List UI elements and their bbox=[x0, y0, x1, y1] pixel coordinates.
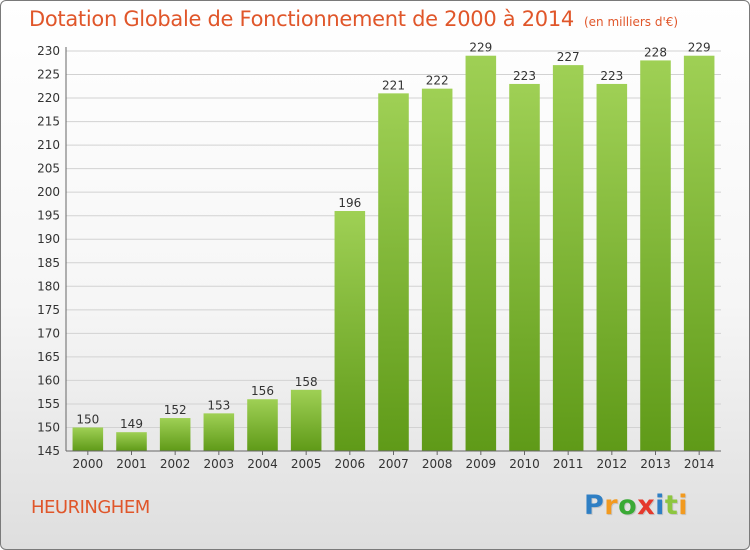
x-tick-label: 2004 bbox=[247, 457, 278, 471]
value-label: 227 bbox=[557, 50, 580, 64]
bar-2001 bbox=[116, 432, 147, 451]
y-tick-label: 190 bbox=[37, 232, 60, 246]
x-tick-label: 2008 bbox=[422, 457, 453, 471]
value-label: 196 bbox=[338, 196, 361, 210]
y-tick-label: 170 bbox=[37, 326, 60, 340]
y-tick-label: 210 bbox=[37, 138, 60, 152]
bar-2013 bbox=[640, 60, 671, 451]
bar-2000 bbox=[72, 427, 104, 451]
x-tick-label: 2000 bbox=[73, 457, 104, 471]
chart-title: Dotation Globale de Fonctionnement de 20… bbox=[29, 7, 678, 31]
y-tick-label: 165 bbox=[37, 350, 60, 364]
y-tick-label: 230 bbox=[37, 44, 60, 58]
x-tick-label: 2005 bbox=[291, 457, 322, 471]
value-label: 229 bbox=[688, 41, 711, 55]
bar-2005 bbox=[290, 389, 322, 451]
commune-name: HEURINGHEM bbox=[31, 497, 150, 518]
y-tick-label: 180 bbox=[37, 279, 60, 293]
chart-subtitle: (en milliers d'€) bbox=[583, 15, 679, 29]
x-tick-label: 2007 bbox=[378, 457, 409, 471]
y-tick-label: 215 bbox=[37, 115, 60, 129]
value-labels: 150 149 152 153 156 158 196 221 222 229 223 227 223 2… bbox=[76, 41, 710, 431]
x-tick-label: 2010 bbox=[509, 457, 540, 471]
y-tick-label: 220 bbox=[37, 91, 60, 105]
x-tick-label: 2006 bbox=[335, 457, 366, 471]
value-label: 222 bbox=[426, 74, 449, 88]
logo-letter: P bbox=[584, 490, 605, 521]
bar-2002 bbox=[159, 418, 191, 451]
y-tick-label: 160 bbox=[37, 373, 60, 387]
y-tick-label: 175 bbox=[37, 303, 60, 317]
bar-2009 bbox=[465, 55, 497, 452]
bar-2011 bbox=[552, 65, 584, 451]
bar-2006 bbox=[334, 211, 366, 451]
bar-2014 bbox=[683, 55, 715, 452]
value-label: 156 bbox=[251, 384, 274, 398]
y-tick-label: 155 bbox=[37, 397, 60, 411]
y-tick-label: 185 bbox=[37, 256, 60, 270]
bar-2003 bbox=[203, 413, 235, 451]
x-tick-label: 2003 bbox=[204, 457, 235, 471]
value-label: 228 bbox=[644, 45, 667, 59]
x-tick-label: 2014 bbox=[684, 457, 715, 471]
bar-2012 bbox=[596, 83, 628, 452]
x-tick-label: 2002 bbox=[160, 457, 191, 471]
x-tick-label: 2012 bbox=[597, 457, 628, 471]
proxiti-logo: Proxiti bbox=[584, 490, 688, 521]
x-tick-label: 2009 bbox=[466, 457, 497, 471]
y-tick-label: 195 bbox=[37, 209, 60, 223]
bars bbox=[72, 55, 715, 452]
y-tick-labels: 145 150 155 160 165 170 175 180 185 190 195 200 205 2… bbox=[37, 44, 60, 458]
bar-2008 bbox=[421, 88, 453, 451]
x-tick-label: 2001 bbox=[116, 457, 147, 471]
logo-letter: i bbox=[678, 490, 689, 521]
y-tick-label: 225 bbox=[37, 68, 60, 82]
y-tick-label: 150 bbox=[37, 420, 60, 434]
x-tick-labels: 2000 2001 2002 2003 2004 2005 2006 2007 2008 2009… bbox=[73, 457, 715, 471]
value-label: 153 bbox=[207, 398, 230, 412]
value-label: 223 bbox=[600, 69, 623, 83]
value-label: 221 bbox=[382, 78, 405, 92]
bar-2007 bbox=[378, 93, 409, 452]
logo-letter: r bbox=[604, 490, 619, 521]
axes bbox=[65, 47, 721, 455]
bar-2010 bbox=[509, 83, 540, 452]
logo-letter: x bbox=[637, 490, 656, 521]
title-text: Dotation Globale de Fonctionnement de 20… bbox=[29, 7, 574, 31]
value-label: 223 bbox=[513, 69, 536, 83]
x-tick-label: 2013 bbox=[640, 457, 671, 471]
value-label: 229 bbox=[469, 41, 492, 55]
value-label: 158 bbox=[295, 375, 318, 389]
value-label: 152 bbox=[164, 403, 187, 417]
logo-letter: t bbox=[664, 490, 679, 521]
x-tick-label: 2011 bbox=[553, 457, 584, 471]
value-label: 149 bbox=[120, 417, 143, 431]
y-tick-label: 145 bbox=[37, 444, 60, 458]
value-label: 150 bbox=[76, 412, 99, 426]
y-tick-label: 205 bbox=[37, 162, 60, 176]
y-tick-label: 200 bbox=[37, 185, 60, 199]
logo-letter: i bbox=[655, 490, 665, 521]
logo-letter: o bbox=[618, 490, 638, 521]
bar-2004 bbox=[247, 399, 278, 451]
